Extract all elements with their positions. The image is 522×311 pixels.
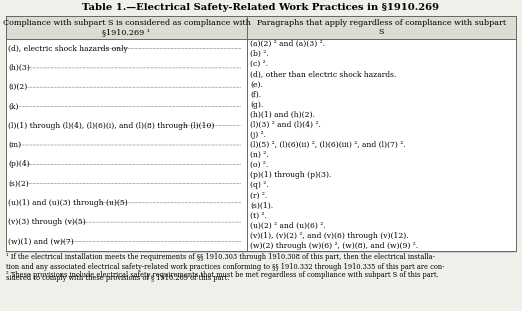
Text: (w)(2) through (w)(6) ², (w)(8), and (w)(9) ².: (w)(2) through (w)(6) ², (w)(8), and (w)… xyxy=(250,242,418,250)
Text: (n) ².: (n) ². xyxy=(250,151,269,159)
Text: (h)(1) and (h)(2).: (h)(1) and (h)(2). xyxy=(250,111,315,119)
Text: (d), electric shock hazards only: (d), electric shock hazards only xyxy=(8,45,128,53)
Text: (u)(2) ² and (u)(6) ².: (u)(2) ² and (u)(6) ². xyxy=(250,222,326,230)
Text: Compliance with subpart S is considered as compliance with
§1910.269 ¹: Compliance with subpart S is considered … xyxy=(3,19,251,36)
Text: (b) ².: (b) ². xyxy=(250,50,269,58)
Text: (l)(1) through (l)(4), (l)(6)(i), and (l)(8) through (l)(10): (l)(1) through (l)(4), (l)(6)(i), and (l… xyxy=(8,122,215,130)
Text: (i)(2): (i)(2) xyxy=(8,83,27,91)
Text: (p)(4): (p)(4) xyxy=(8,160,30,168)
Text: (c) ².: (c) ². xyxy=(250,60,268,68)
Text: (s)(2): (s)(2) xyxy=(8,179,29,188)
Text: (p)(1) through (p)(3).: (p)(1) through (p)(3). xyxy=(250,171,331,179)
Text: (a)(2) ² and (a)(3) ².: (a)(2) ² and (a)(3) ². xyxy=(250,40,325,48)
Text: (t) ².: (t) ². xyxy=(250,212,267,220)
Text: (r) ².: (r) ². xyxy=(250,192,267,199)
Text: (v)(1), (v)(2) ², and (v)(6) through (v)(12).: (v)(1), (v)(2) ², and (v)(6) through (v)… xyxy=(250,232,409,240)
Text: (v)(3) through (v)(5): (v)(3) through (v)(5) xyxy=(8,218,86,226)
Text: (w)(1) and (w)(7): (w)(1) and (w)(7) xyxy=(8,237,74,245)
Text: (o) ².: (o) ². xyxy=(250,161,268,169)
Text: (q) ².: (q) ². xyxy=(250,181,269,189)
Text: (l)(5) ², (l)(6)(ii) ², (l)(6)(iii) ², and (l)(7) ².: (l)(5) ², (l)(6)(ii) ², (l)(6)(iii) ², a… xyxy=(250,141,406,149)
Text: (e).: (e). xyxy=(250,81,263,88)
Text: (d), other than electric shock hazards.: (d), other than electric shock hazards. xyxy=(250,70,396,78)
Text: Paragraphs that apply regardless of compliance with subpart
S: Paragraphs that apply regardless of comp… xyxy=(257,19,506,36)
Text: ² These provisions include electrical safety requirements that must be met regar: ² These provisions include electrical sa… xyxy=(6,271,439,279)
Text: (f).: (f). xyxy=(250,91,261,99)
Text: (l)(3) ² and (l)(4) ².: (l)(3) ² and (l)(4) ². xyxy=(250,121,321,129)
Text: Table 1.—Electrical Safety-Related Work Practices in §1910.269: Table 1.—Electrical Safety-Related Work … xyxy=(82,3,440,12)
Bar xyxy=(6,16,516,251)
Text: (g).: (g). xyxy=(250,101,263,109)
Text: (u)(1) and (u)(3) through (u)(5): (u)(1) and (u)(3) through (u)(5) xyxy=(8,199,128,207)
Text: (m): (m) xyxy=(8,141,21,149)
Bar xyxy=(6,16,516,39)
Text: (s)(1).: (s)(1). xyxy=(250,202,273,210)
Text: (j) ².: (j) ². xyxy=(250,131,266,139)
Text: ¹ If the electrical installation meets the requirements of §§ 1910.303 through 1: ¹ If the electrical installation meets t… xyxy=(6,253,444,282)
Text: (k): (k) xyxy=(8,102,18,110)
Text: (h)(3): (h)(3) xyxy=(8,64,30,72)
